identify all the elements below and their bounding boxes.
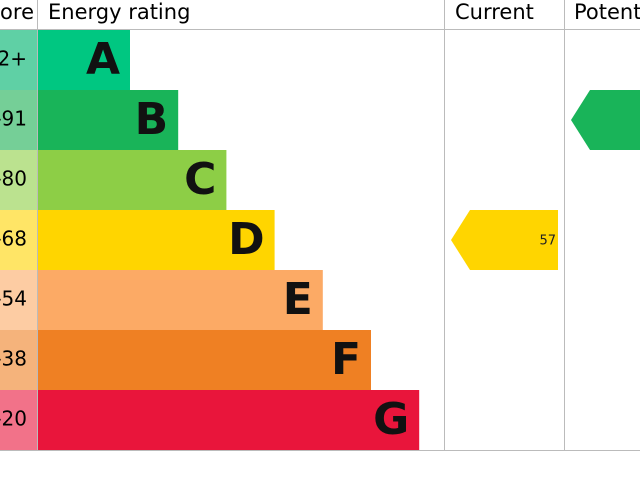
score-cell: [0, 390, 37, 450]
band-letter: A: [86, 34, 120, 85]
band-letter: G: [373, 394, 409, 445]
band-bar: [38, 90, 179, 150]
score-cell: [0, 270, 37, 330]
header-potential: Potential: [574, 0, 640, 24]
score-label: 81-91: [0, 107, 27, 131]
current-arrow: [451, 210, 558, 270]
band-bar: [38, 30, 130, 90]
header-score: Score: [0, 0, 34, 24]
band-bar: [38, 150, 227, 210]
band-bar: [38, 390, 420, 450]
score-cell: [0, 150, 37, 210]
score-label: 92+: [0, 47, 27, 71]
band-bar: [38, 270, 323, 330]
band-bar: [38, 210, 275, 270]
band-letter: F: [331, 334, 361, 385]
score-label: 21-38: [0, 347, 27, 371]
score-cell: [0, 210, 37, 270]
score-cell: [0, 30, 37, 90]
band-bar: [38, 330, 371, 390]
band-letter: C: [184, 154, 216, 205]
band-letter: B: [135, 94, 169, 145]
score-label: 69-80: [0, 167, 27, 191]
header-rating: Energy rating: [48, 0, 190, 24]
score-cell: [0, 330, 37, 390]
potential-arrow: [571, 90, 640, 150]
score-cell: [0, 90, 37, 150]
band-letter: D: [228, 214, 265, 265]
score-label: 1-20: [0, 407, 27, 431]
score-label: 55-68: [0, 227, 27, 251]
band-letter: E: [283, 274, 313, 325]
score-label: 39-54: [0, 287, 27, 311]
header-current: Current: [455, 0, 534, 24]
current-arrow-label: 57: [539, 234, 556, 249]
